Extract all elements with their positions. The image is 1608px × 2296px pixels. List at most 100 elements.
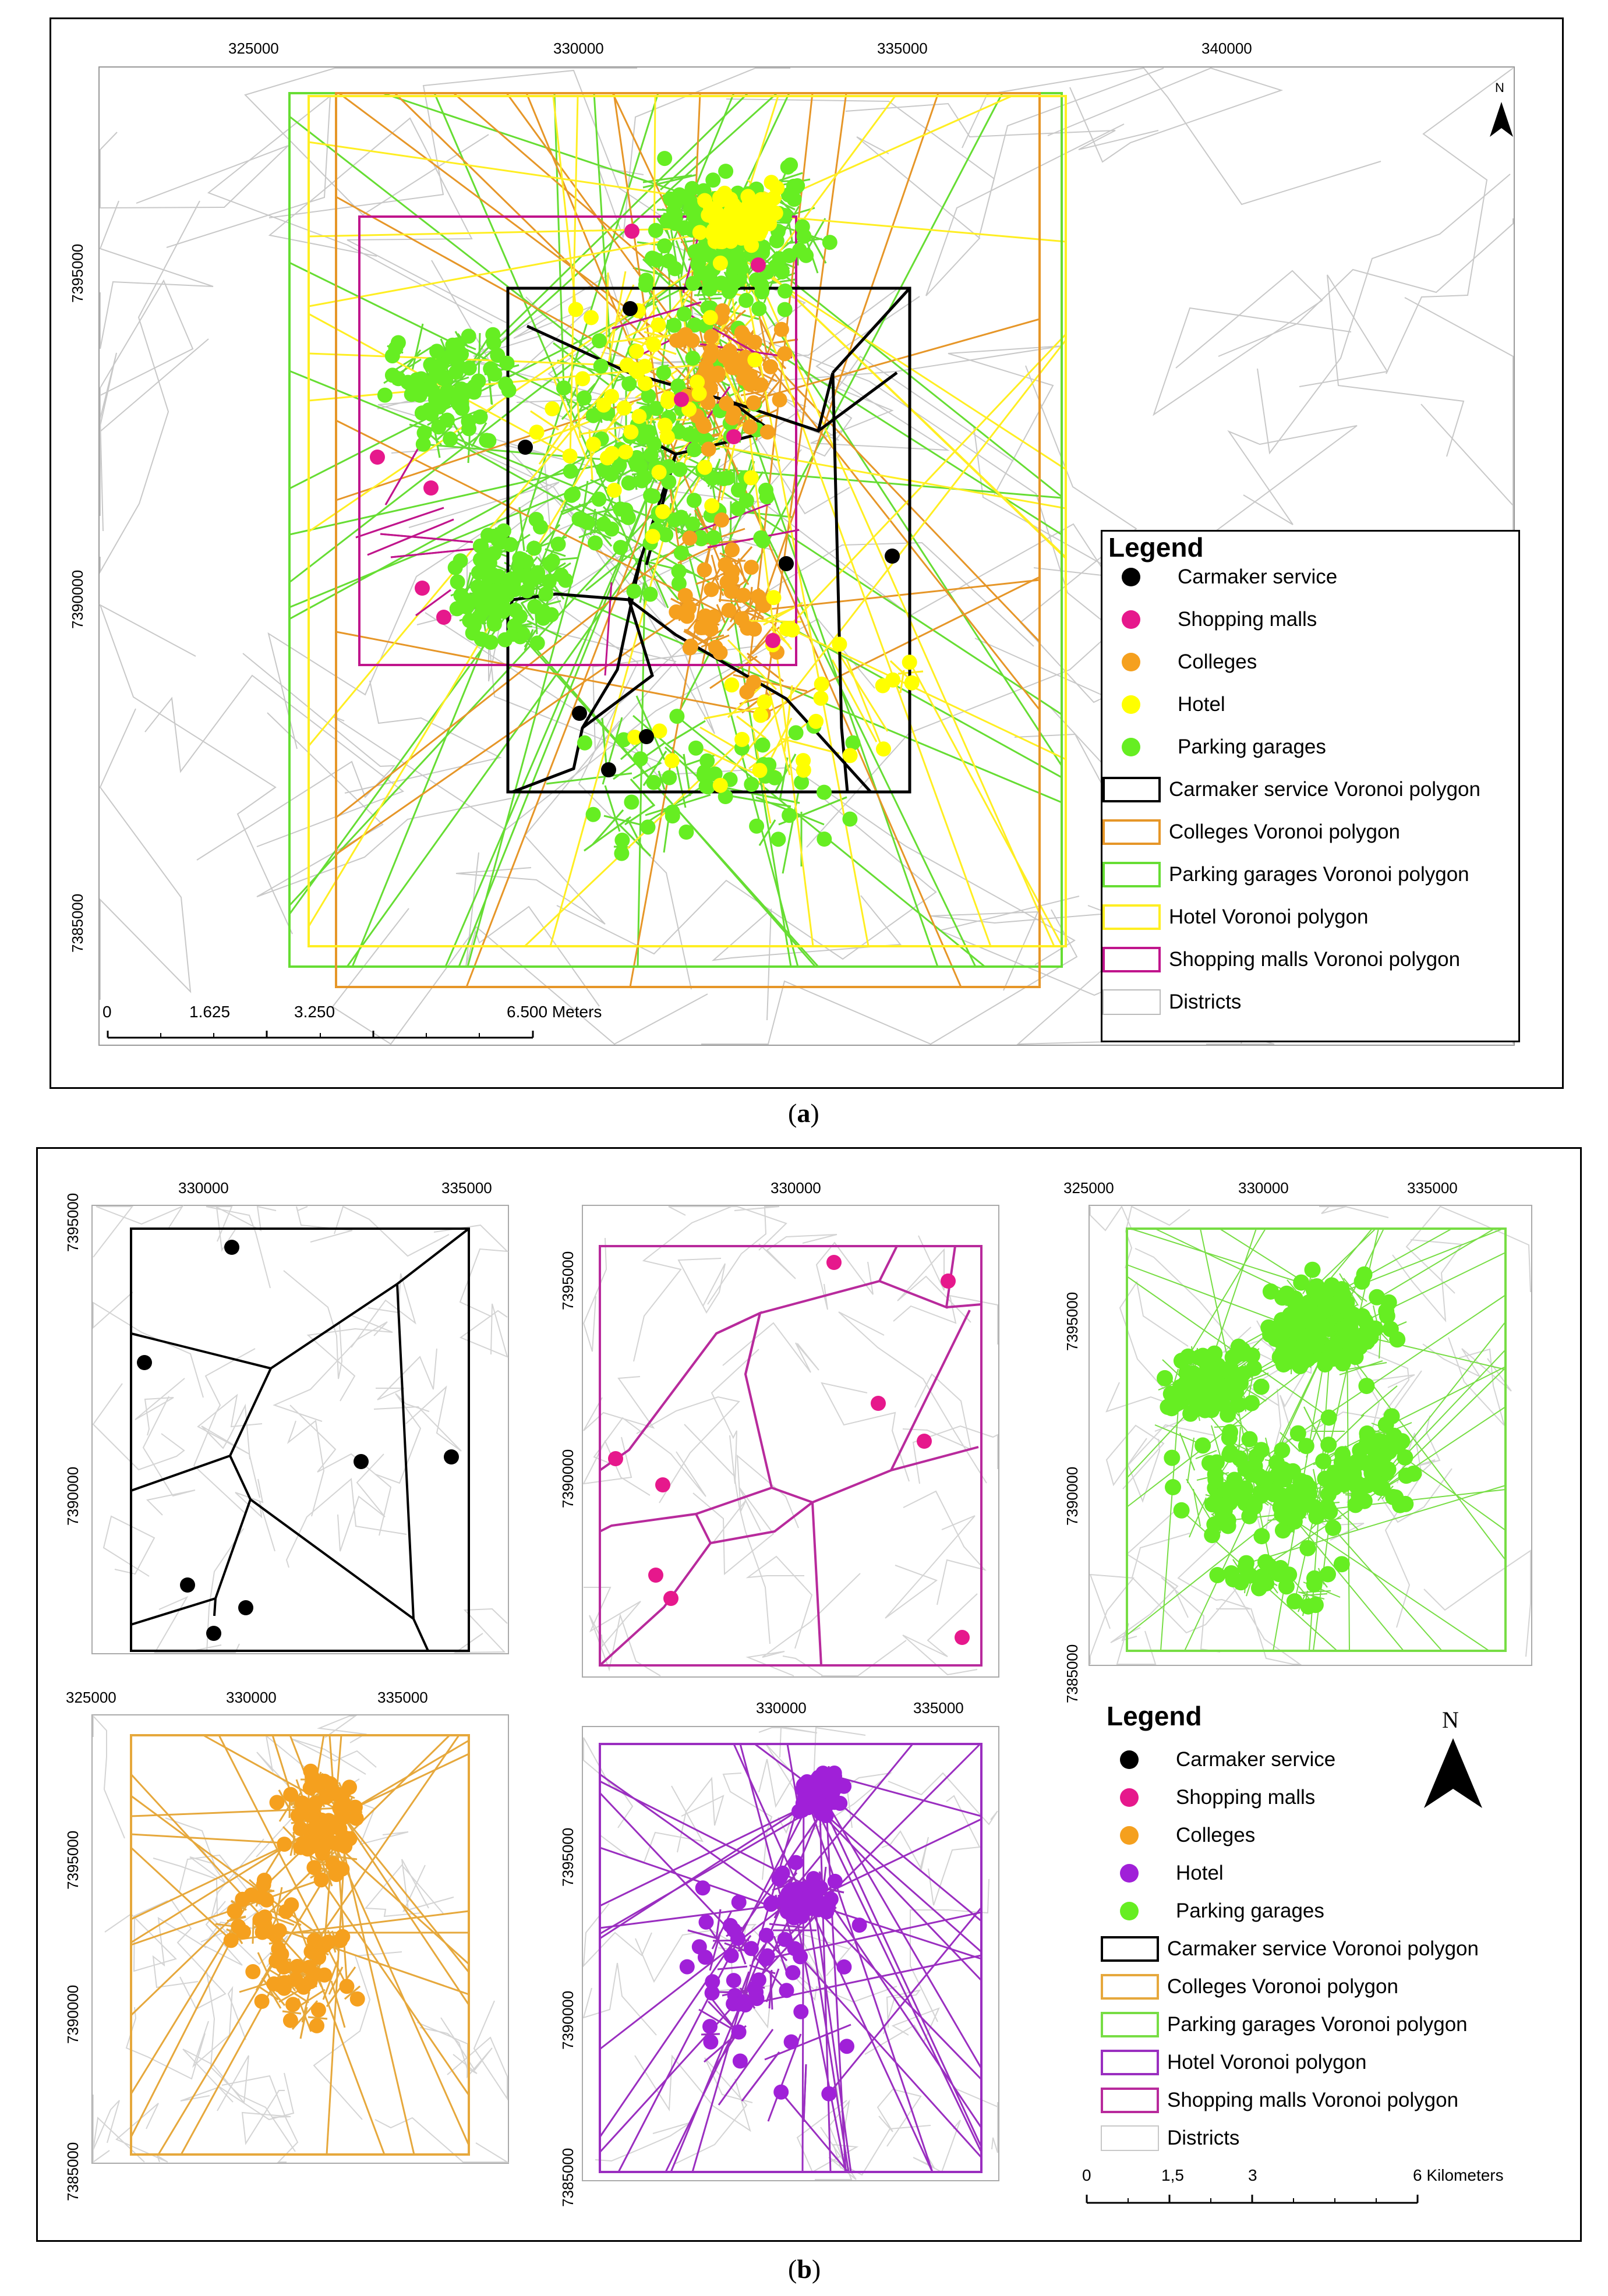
b-legend-polygon-3: Hotel Voronoi polygon (1101, 2045, 1366, 2080)
a-legend-polygon-1: Colleges Voronoi polygon (1102, 815, 1400, 850)
a-legend-polygon-5: Districts (1102, 985, 1241, 1020)
b4-xtick-1: 330000 (226, 1689, 277, 1706)
legend-marker-icon (1120, 1750, 1139, 1769)
a-xtick-330000: 330000 (553, 40, 604, 57)
b3-ytick-2: 7385000 (1063, 1644, 1081, 1703)
a-legend-title: Legend (1108, 532, 1204, 562)
legend-label: Colleges (1176, 1824, 1256, 1846)
b3-ytick-1: 7390000 (1063, 1466, 1081, 1526)
a-north-label: N (1495, 80, 1504, 95)
legend-label: Parking garages (1176, 1899, 1324, 1922)
a-ytick-7395000: 7395000 (69, 243, 86, 303)
b5-ytick-2: 7385000 (559, 2148, 577, 2207)
panel-a-caption: (a) (788, 1098, 819, 1128)
a-scale-label-3: 6.500 Meters (507, 1003, 602, 1021)
b-scale-bar (1086, 2195, 1419, 2204)
b1-ytick-1: 7390000 (64, 1466, 82, 1526)
b3-xtick-0: 325000 (1063, 1179, 1114, 1197)
b4-xtick-2: 335000 (377, 1689, 428, 1706)
b-scale-label-3: 6 Kilometers (1413, 2166, 1504, 2184)
b-scale-label-1: 1,5 (1161, 2166, 1184, 2184)
b2-xtick-0: 330000 (771, 1179, 821, 1197)
b1-ytick-0: 7395000 (64, 1193, 82, 1252)
a-ytick-7390000: 7390000 (69, 569, 86, 629)
legend-marker-icon (1122, 610, 1140, 629)
legend-label: Colleges (1178, 650, 1257, 673)
legend-marker-icon (1122, 738, 1140, 756)
legend-label: Shopping malls (1178, 608, 1317, 631)
b-legend-point-2: Colleges (1101, 1818, 1255, 1853)
a-scale-label-2: 3.250 (294, 1003, 335, 1021)
b-legend-polygon-5: Districts (1101, 2121, 1239, 2156)
a-scale-label-1: 1.625 (189, 1003, 231, 1021)
b5-xtick-1: 335000 (913, 1699, 964, 1717)
b3-ytick-0: 7395000 (1063, 1292, 1081, 1351)
legend-label: Hotel Voronoi polygon (1167, 2051, 1367, 2074)
a-xtick-325000: 325000 (228, 40, 279, 57)
a-legend-polygon-4: Shopping malls Voronoi polygon (1102, 942, 1460, 977)
b5-ytick-1: 7390000 (559, 1990, 577, 2050)
panel-b-legend: Legend Carmaker service Shopping malls Col… (1101, 1700, 1543, 2166)
b2-ytick-1: 7390000 (559, 1449, 577, 1508)
b4-ytick-2: 7385000 (64, 2142, 82, 2201)
legend-swatch-icon (1102, 947, 1161, 972)
b3-xtick-1: 330000 (1238, 1179, 1289, 1197)
legend-label: Carmaker service (1176, 1748, 1336, 1771)
a-legend-point-3: Hotel (1102, 687, 1225, 722)
legend-label: Districts (1169, 990, 1242, 1013)
panel-a-legend: Legend Carmaker service Shopping malls Col… (1101, 530, 1520, 1042)
b-legend-point-0: Carmaker service (1101, 1742, 1335, 1777)
legend-label: Hotel Voronoi polygon (1169, 905, 1369, 928)
a-legend-point-2: Colleges (1102, 645, 1257, 680)
b-legend-polygon-0: Carmaker service Voronoi polygon (1101, 1931, 1479, 1966)
b-legend-point-3: Hotel (1101, 1856, 1224, 1891)
legend-marker-icon (1120, 1788, 1139, 1807)
legend-marker-icon (1122, 568, 1140, 586)
legend-label: Carmaker service Voronoi polygon (1167, 1937, 1479, 1960)
legend-swatch-icon (1102, 989, 1161, 1015)
b-legend-polygon-4: Shopping malls Voronoi polygon (1101, 2083, 1458, 2118)
b5-ytick-0: 7395000 (559, 1827, 577, 1887)
legend-marker-icon (1120, 1826, 1139, 1845)
a-scale-label-0: 0 (103, 1003, 112, 1021)
a-ytick-7385000: 7385000 (69, 893, 86, 953)
b-scale-label-2: 3 (1248, 2166, 1257, 2184)
legend-label: Hotel (1176, 1862, 1224, 1884)
legend-marker-icon (1122, 653, 1140, 671)
b4-ytick-1: 7390000 (64, 1984, 82, 2044)
legend-swatch-icon (1101, 2050, 1159, 2075)
b-legend-polygon-2: Parking garages Voronoi polygon (1101, 2007, 1468, 2042)
legend-label: Shopping malls Voronoi polygon (1167, 2089, 1459, 2111)
legend-swatch-icon (1101, 1936, 1159, 1962)
b3-xtick-2: 335000 (1407, 1179, 1458, 1197)
legend-swatch-icon (1102, 862, 1161, 887)
a-legend-polygon-2: Parking garages Voronoi polygon (1102, 857, 1469, 892)
legend-swatch-icon (1101, 2125, 1159, 2151)
a-legend-polygon-3: Hotel Voronoi polygon (1102, 900, 1368, 935)
legend-label: Districts (1167, 2127, 1240, 2149)
b1-xtick-0: 330000 (178, 1179, 229, 1197)
panel-b-caption: (b) (788, 2254, 821, 2284)
a-scale-bar (107, 1031, 534, 1039)
legend-label: Parking garages (1178, 735, 1326, 758)
b-legend-polygon-1: Colleges Voronoi polygon (1101, 1969, 1398, 2004)
legend-swatch-icon (1101, 2088, 1159, 2113)
a-legend-polygon-0: Carmaker service Voronoi polygon (1102, 772, 1480, 807)
a-xtick-340000: 340000 (1201, 40, 1252, 57)
legend-label: Parking garages Voronoi polygon (1167, 2013, 1468, 2036)
legend-swatch-icon (1102, 819, 1161, 845)
b4-ytick-0: 7395000 (64, 1830, 82, 1890)
a-north-arrow-icon (1490, 102, 1513, 137)
legend-marker-icon (1120, 1902, 1139, 1920)
b4-xtick-0: 325000 (66, 1689, 116, 1706)
legend-label: Shopping malls Voronoi polygon (1169, 948, 1461, 971)
legend-swatch-icon (1102, 777, 1161, 802)
legend-label: Shopping malls (1176, 1786, 1316, 1809)
legend-label: Colleges Voronoi polygon (1169, 820, 1400, 843)
legend-marker-icon (1120, 1864, 1139, 1883)
b-scale-label-0: 0 (1082, 2166, 1091, 2184)
b-legend-point-1: Shopping malls (1101, 1780, 1315, 1815)
b2-ytick-0: 7395000 (559, 1251, 577, 1310)
legend-label: Hotel (1178, 693, 1225, 716)
b5-xtick-0: 330000 (756, 1699, 807, 1717)
